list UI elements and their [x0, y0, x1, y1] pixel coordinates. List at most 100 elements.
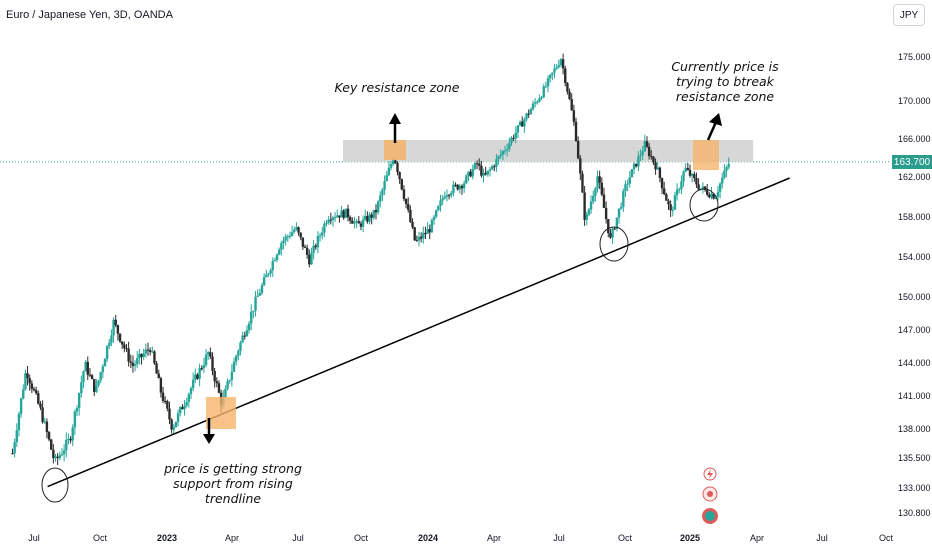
candle-body	[187, 394, 191, 402]
candle-body	[50, 439, 53, 450]
candle-body	[439, 200, 442, 207]
candle-body	[437, 206, 440, 211]
candle-body	[125, 348, 128, 350]
candle-body	[394, 160, 397, 164]
candle-body	[314, 245, 317, 248]
candle-body	[118, 333, 122, 342]
candle-body	[592, 195, 595, 202]
candle-body	[480, 165, 483, 176]
price-tick-label: 170.000	[898, 96, 931, 106]
candle-body	[484, 172, 487, 175]
candle-body	[488, 169, 492, 171]
candle-body	[667, 200, 670, 205]
candle-body	[183, 405, 186, 410]
candle-body	[361, 219, 365, 227]
candle-body	[568, 91, 571, 100]
candle-body	[256, 295, 259, 297]
candle-body	[357, 221, 360, 224]
candle-body	[611, 228, 614, 238]
candle-body	[151, 351, 154, 353]
candle-body	[432, 216, 436, 221]
candle-body	[673, 195, 677, 210]
candle-body	[495, 159, 498, 167]
candle-body	[316, 236, 320, 248]
candle-body	[138, 353, 141, 359]
candle-body	[37, 393, 40, 404]
support-annotation-line: price is getting strong	[164, 461, 302, 476]
candle-body	[226, 381, 229, 389]
candle-body	[52, 449, 55, 459]
candle-body	[329, 219, 333, 221]
candle-body	[133, 364, 137, 366]
candle-body	[669, 204, 672, 211]
candle-body	[110, 335, 113, 343]
candle-body	[245, 330, 249, 337]
candle-body	[533, 102, 537, 104]
candle-body	[385, 175, 388, 182]
candle-body	[413, 227, 416, 241]
candle-body	[353, 221, 356, 224]
time-tick-label: 2024	[417, 533, 439, 543]
candle-body	[39, 403, 42, 408]
candle-body	[90, 375, 94, 380]
candle-body	[548, 74, 552, 79]
candle-body	[525, 113, 528, 120]
time-tick-label: Jul	[28, 533, 40, 543]
candle-body	[323, 223, 326, 233]
candle-body	[54, 456, 57, 459]
candle-body	[310, 253, 313, 265]
price-tick-label: 154.000	[898, 252, 931, 262]
candle-body	[228, 380, 231, 382]
candle-body	[277, 249, 281, 255]
candle-body	[140, 353, 143, 358]
candle-body	[112, 319, 115, 336]
candle-body	[318, 235, 322, 237]
candle-body	[690, 174, 694, 176]
candle-body	[303, 246, 307, 248]
candle-body	[86, 361, 89, 375]
candle-body	[271, 261, 274, 271]
candle-body	[598, 176, 601, 183]
candle-body	[26, 373, 29, 379]
candle-body	[516, 125, 520, 133]
candle-body	[389, 164, 393, 168]
candle-body	[232, 361, 236, 372]
current-annotation-line: Currently price is	[671, 59, 779, 74]
candle-body	[684, 168, 687, 172]
candle-body	[47, 432, 51, 440]
candle-body	[624, 184, 627, 192]
candle-body	[596, 176, 599, 189]
candle-body	[454, 184, 457, 186]
candle-body	[714, 197, 718, 199]
candle-body	[725, 167, 728, 171]
currency-button[interactable]: JPY	[893, 4, 925, 26]
rising-trendline	[47, 177, 790, 488]
candle-body	[312, 245, 315, 254]
candle-body	[450, 192, 453, 196]
candle-body	[200, 368, 203, 370]
pivot-circle	[41, 467, 69, 503]
candle-body	[587, 209, 591, 215]
candle-body	[462, 183, 466, 189]
candle-body	[518, 121, 522, 126]
candle-body	[665, 194, 668, 201]
candle-body	[142, 353, 145, 358]
candle-body	[647, 146, 651, 156]
candle-body	[409, 209, 412, 222]
candle-body	[652, 156, 655, 163]
candle-body	[370, 214, 373, 218]
resistance-box	[384, 140, 406, 160]
current-annotation: Currently price is trying to btreak resi…	[655, 59, 795, 104]
candle-body	[88, 374, 92, 376]
candle-body	[628, 177, 631, 184]
candle-body	[19, 398, 23, 414]
candle-body	[258, 293, 262, 296]
candle-body	[391, 160, 395, 165]
current-annotation-line: resistance zone	[675, 89, 775, 104]
candle-body	[99, 372, 102, 381]
candle-body	[340, 210, 343, 218]
candle-body	[452, 184, 455, 193]
candle-body	[435, 210, 438, 217]
candle-body	[62, 450, 66, 455]
